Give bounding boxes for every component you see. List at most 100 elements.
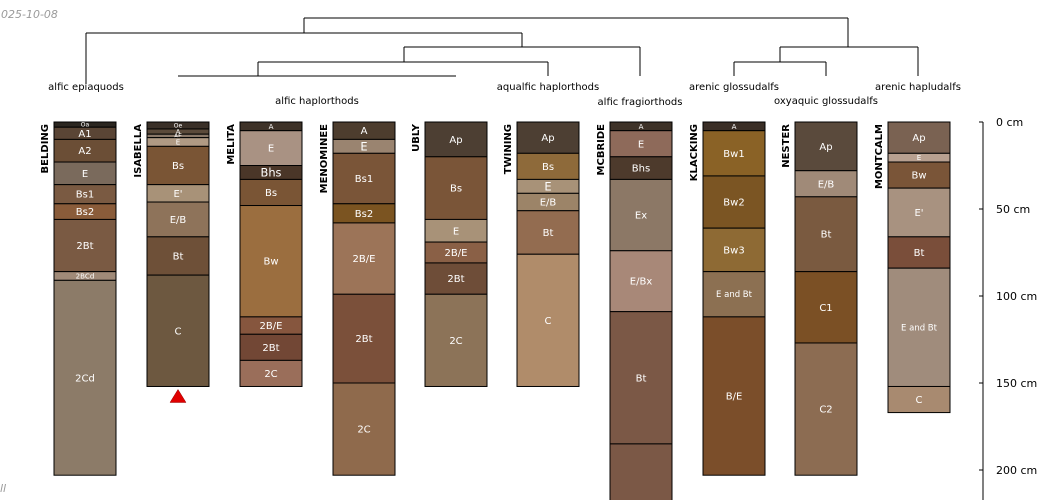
- horizon-label: E: [176, 138, 181, 147]
- horizon-label: Ex: [635, 211, 647, 222]
- depth-axis: 0 cm 50 cm 100 cm 150 cm 200 cm: [979, 116, 1037, 500]
- horizon: [516, 210, 580, 255]
- horizon: [794, 170, 858, 198]
- horizon: [239, 130, 303, 166]
- horizon-label: Bhs: [261, 165, 282, 179]
- horizon-label: Bw: [911, 171, 926, 182]
- horizon-label: Bt: [636, 373, 647, 384]
- horizon-label: C1: [819, 303, 832, 314]
- horizon: [239, 359, 303, 387]
- profile-ubly: UBLY Ap Bs E 2B/E 2Bt 2C: [411, 121, 488, 387]
- taxon-label: alfic epiaquods: [48, 82, 124, 93]
- profile-name: MELITA: [226, 124, 237, 165]
- horizon: [53, 218, 117, 273]
- horizon-label: A: [176, 129, 181, 136]
- horizon-label: C: [175, 326, 182, 337]
- horizon-label: A2: [78, 146, 91, 157]
- horizon: [516, 121, 580, 154]
- horizon-label: Bw: [263, 257, 278, 268]
- horizon-label: Bt: [543, 228, 554, 239]
- horizon: [887, 187, 951, 238]
- horizon-label: E': [914, 208, 923, 219]
- horizon-label: 2BCd: [76, 271, 95, 280]
- horizon: [887, 267, 951, 387]
- bottom-marker-icon: [169, 389, 187, 403]
- horizon-label: 2C: [449, 336, 462, 347]
- horizon: [702, 175, 766, 229]
- horizon: [794, 271, 858, 344]
- horizon-label: AE: [174, 133, 182, 140]
- horizon: [702, 316, 766, 476]
- horizon-label: Bt: [173, 251, 184, 262]
- horizon-label: Bs: [172, 161, 184, 172]
- horizon: [332, 152, 396, 205]
- horizon: [146, 274, 210, 387]
- taxon-label: arenic hapludalfs: [875, 82, 961, 93]
- horizon-label: 2Bt: [355, 334, 372, 345]
- horizon-label: Bs1: [76, 190, 94, 201]
- profile-melita: MELITA A E Bhs Bs Bw 2B/E 2Bt 2C: [226, 121, 303, 387]
- horizon: [146, 201, 210, 238]
- horizon-label: Bs: [542, 162, 554, 173]
- horizon: [332, 382, 396, 476]
- horizon: [516, 152, 580, 180]
- horizon: [332, 293, 396, 384]
- profile-montcalm: MONTCALM Ap E Bw E' Bt E and Bt C: [874, 121, 951, 414]
- profile-nester: NESTER Ap E/B Bt C1 C2: [781, 121, 858, 476]
- depth-tick-label: 50 cm: [996, 203, 1030, 216]
- horizon-label: Bs: [450, 184, 462, 195]
- horizon-label: A: [361, 126, 368, 137]
- horizon: [887, 385, 951, 414]
- horizon: [794, 121, 858, 172]
- profile-name: MONTCALM: [874, 124, 885, 189]
- horizon-label: Bs: [265, 188, 277, 199]
- horizon-label: Bw2: [723, 198, 744, 209]
- horizon-label: A: [269, 122, 274, 131]
- horizon-label: E: [638, 139, 644, 150]
- profile-name: BELDING: [40, 124, 51, 173]
- horizon: [516, 253, 580, 387]
- horizon-label: Oe: [174, 123, 183, 130]
- profile-name: UBLY: [411, 123, 422, 152]
- horizon-label: C: [916, 395, 923, 406]
- horizon-label: E: [544, 179, 551, 193]
- taxon-label: alfic haplorthods: [275, 96, 359, 107]
- profile-mcbride: MCBRIDE AE Bhs Ex E/Bx Bt: [596, 121, 673, 500]
- horizon-label: E: [453, 226, 459, 237]
- taxon-label: arenic glossudalfs: [689, 82, 779, 93]
- profile-name: MCBRIDE: [596, 124, 607, 176]
- profile-name: ISABELLA: [133, 124, 144, 178]
- horizon-label: 2B/E: [260, 321, 283, 332]
- horizon-label: E/Bx: [630, 277, 653, 288]
- profile-name: TWINING: [503, 124, 514, 174]
- horizon-label: 2C: [357, 425, 370, 436]
- horizon: [609, 250, 673, 313]
- horizon: [609, 311, 673, 445]
- horizon: [794, 342, 858, 476]
- horizon-label: E: [360, 139, 367, 153]
- horizon-label: A: [639, 122, 644, 131]
- profile-klacking: KLACKING A Bw1 Bw2 Bw3 E and Bt B/E: [689, 121, 766, 476]
- horizon: [424, 121, 488, 158]
- horizon-label: Bhs: [632, 164, 650, 175]
- horizon-label: E and Bt: [901, 323, 938, 333]
- horizon-label: Ap: [819, 142, 832, 153]
- horizon-label: E/B: [170, 215, 187, 226]
- horizon-label: Bt: [821, 230, 832, 241]
- depth-tick-label: 100 cm: [996, 290, 1037, 303]
- horizon-label: E/B: [818, 179, 835, 190]
- horizon-label: Bs2: [76, 207, 94, 218]
- horizon-label: E: [268, 144, 274, 155]
- horizon-label: Bw1: [723, 149, 744, 160]
- profile-twining: TWINING Ap Bs E E/B Bt C: [503, 121, 580, 387]
- horizon-label: E': [173, 189, 182, 200]
- horizon-label: 2B/E: [445, 248, 468, 259]
- horizon: [424, 293, 488, 387]
- taxonomy-dendrogram: [85, 17, 919, 84]
- horizon: [239, 333, 303, 361]
- horizon: [146, 236, 210, 276]
- horizon-label: C2: [819, 405, 832, 416]
